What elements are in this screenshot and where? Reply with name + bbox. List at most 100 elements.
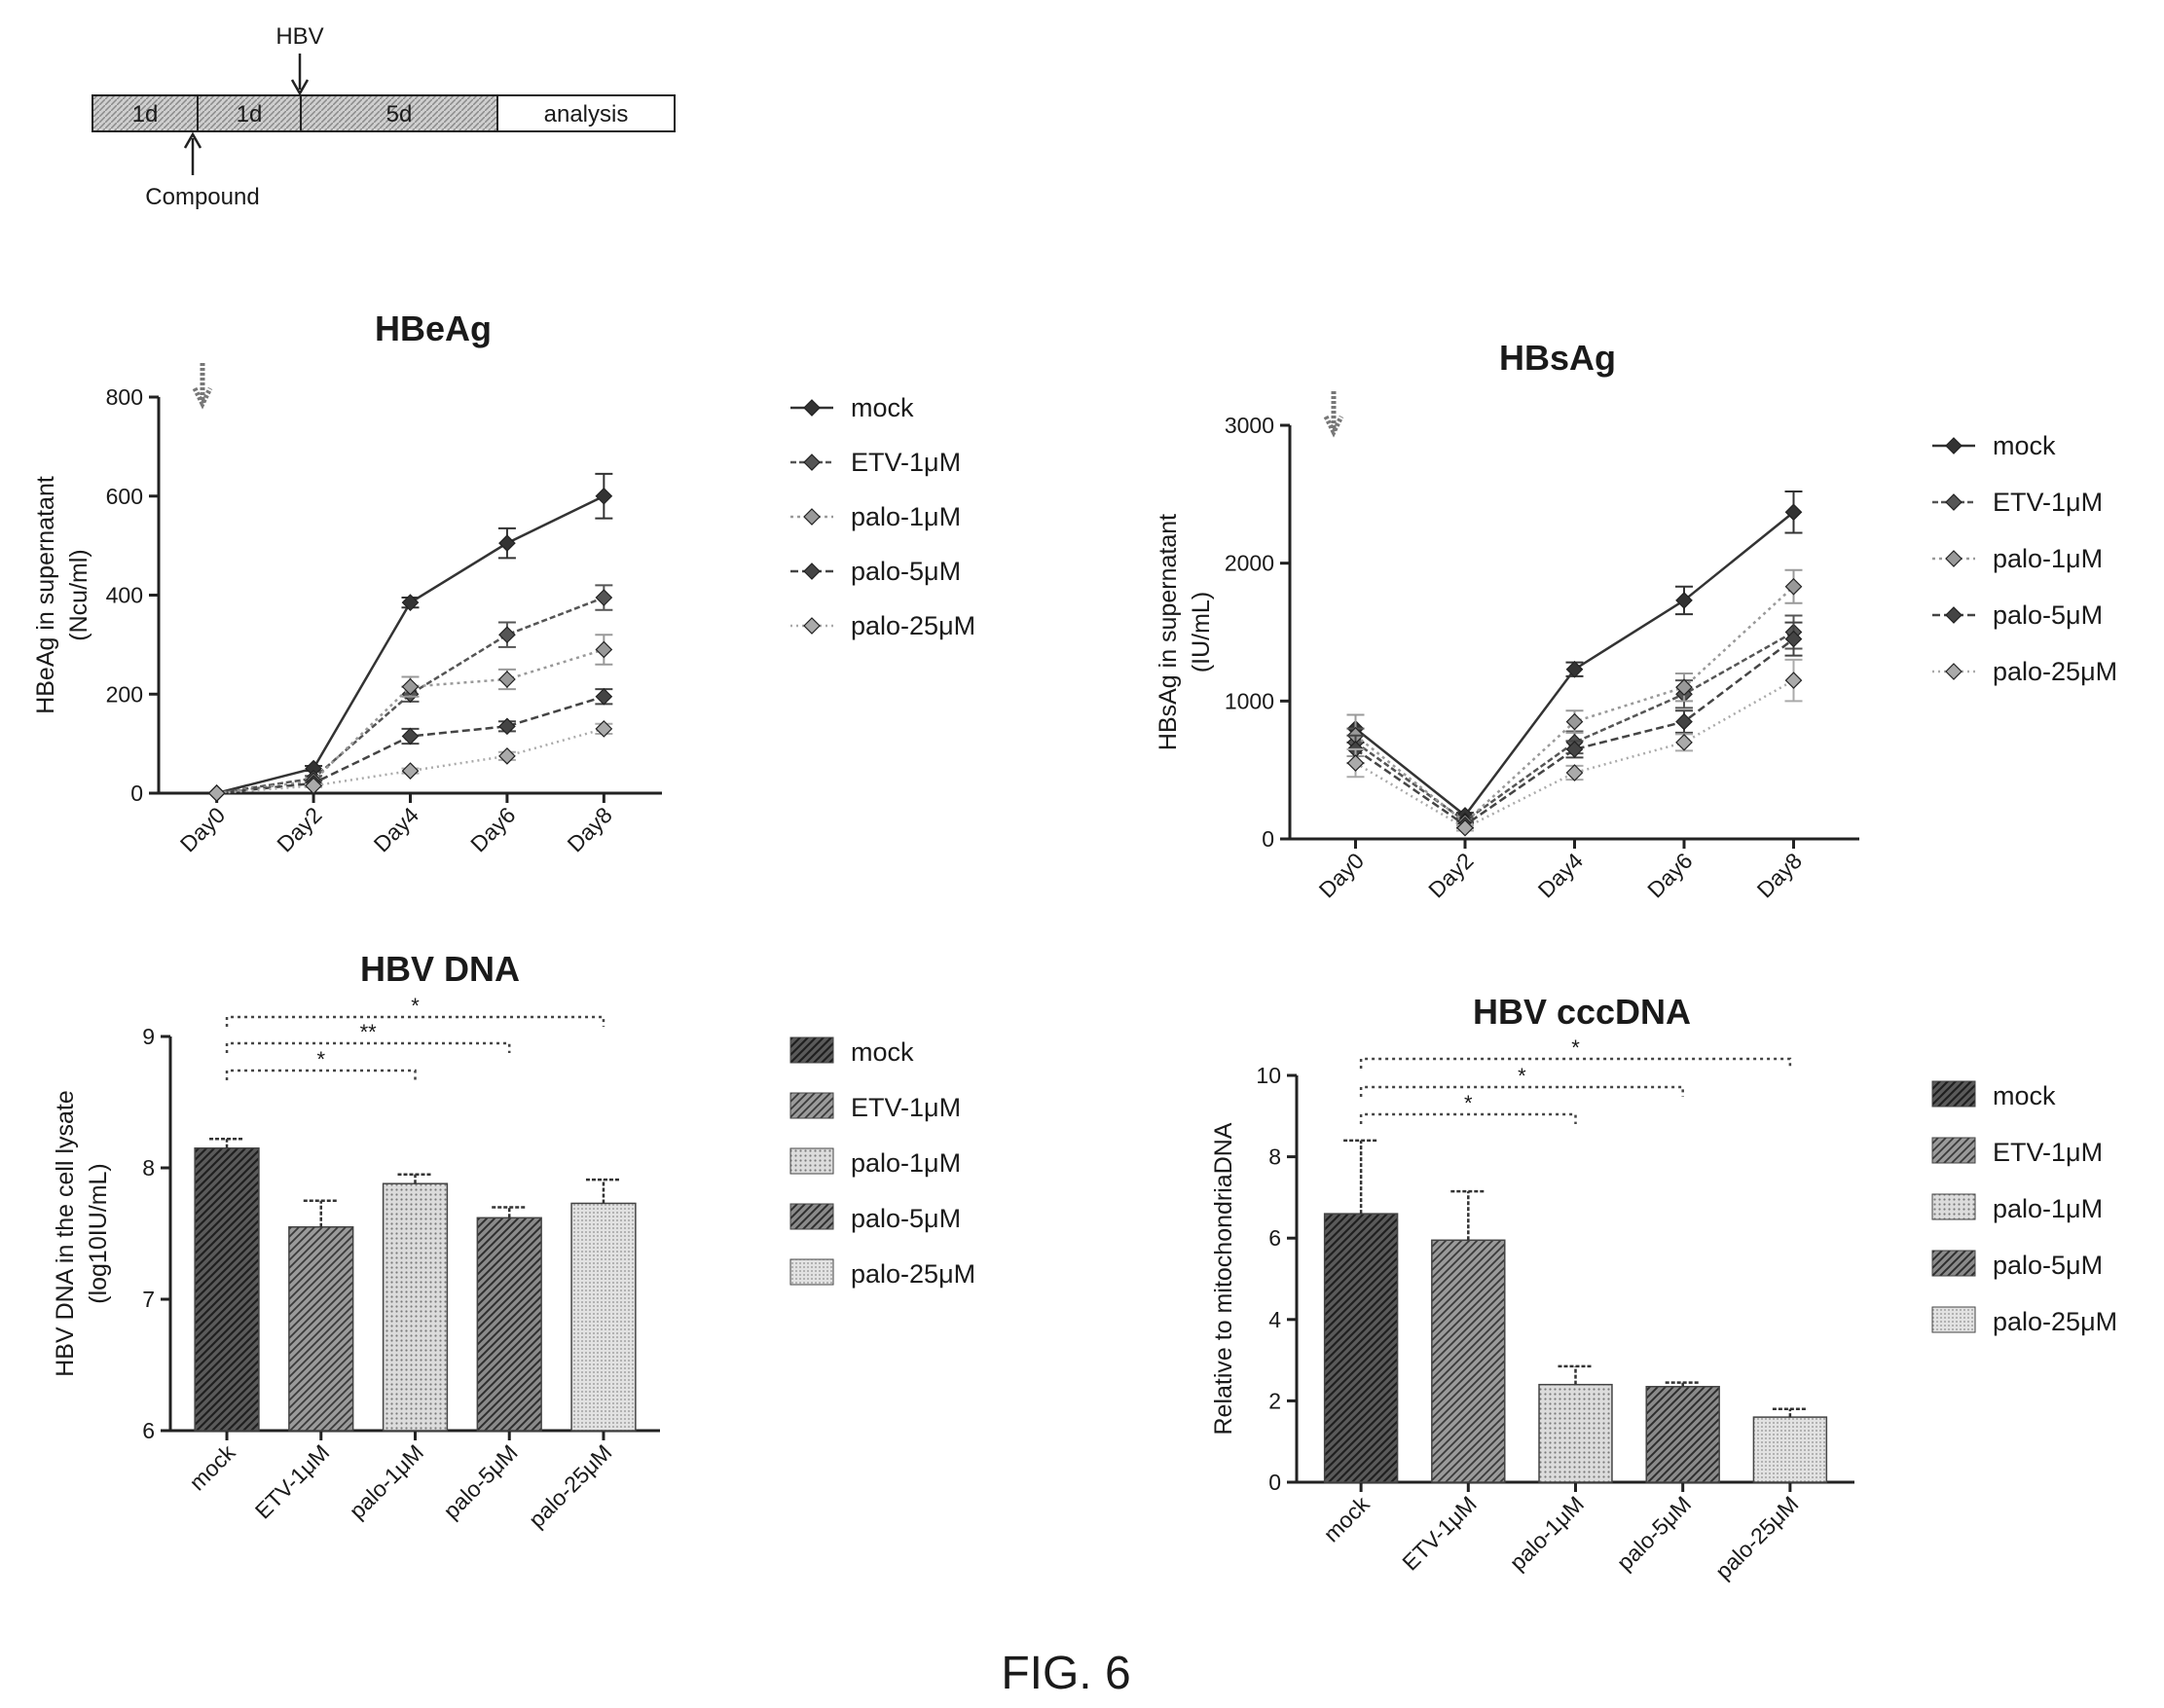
compound-arrow-icon [183, 131, 202, 175]
error-bar [1558, 1364, 1594, 1385]
legend-label: mock [851, 393, 914, 422]
data-point [595, 720, 613, 738]
x-tick-label: palo-1μM [345, 1439, 429, 1524]
y-tick-label: 2000 [1225, 551, 1274, 576]
y-tick-label: 8 [1268, 1145, 1281, 1170]
timeline-segment-label-2: 1d [237, 101, 263, 127]
legend-marker [803, 399, 821, 417]
legend-label: ETV-1μM [1993, 488, 2103, 517]
significance-bracket [1359, 1085, 1684, 1097]
data-point [1456, 818, 1474, 837]
x-tick-label: palo-5μM [438, 1439, 523, 1524]
error-bar [585, 1178, 621, 1204]
legend-label: palo-25μM [1993, 1307, 2117, 1336]
significance-label: * [411, 994, 420, 1018]
legend-swatch [789, 1036, 834, 1064]
timeline-bar-segment-4 [496, 94, 676, 132]
y-tick-label: 200 [106, 681, 143, 707]
x-tick-label: Day6 [1642, 848, 1697, 902]
y-tick-label: 4 [1268, 1307, 1281, 1332]
data-point [1675, 678, 1693, 697]
legend-swatch [1931, 1193, 1976, 1220]
chart-4: HBV cccDNA 0 2 4 6 8 10 Relative to mitochondri… [1210, 992, 2117, 1584]
series-line [1354, 631, 1795, 823]
legend-swatch [789, 1147, 834, 1175]
series-mock [207, 472, 613, 802]
y-tick-label: 600 [106, 484, 143, 509]
legend-label: mock [1993, 431, 2056, 460]
timeline-bar-segment-2 [197, 94, 302, 132]
y-axis-label: HBV DNA in the cell lysate [52, 1090, 79, 1377]
series-line [1354, 637, 1795, 827]
y-tick-label: 0 [1262, 826, 1274, 852]
y-axis-label: (Ncu/ml) [65, 549, 92, 640]
y-tick-label: 400 [106, 583, 143, 608]
x-tick-label: Day0 [1314, 848, 1369, 902]
legend-marker [1945, 606, 1962, 624]
bar [1431, 1239, 1506, 1483]
data-point [1565, 712, 1584, 731]
data-point [1784, 672, 1803, 689]
x-tick-label: mock [1318, 1491, 1375, 1547]
data-point [1784, 577, 1803, 596]
error-bar [492, 1206, 528, 1218]
x-tick-label: Day6 [465, 802, 520, 856]
series-line [1354, 585, 1795, 824]
legend-marker [803, 617, 821, 635]
chart-1: HBeAg 0 200 400 600 800 HBeAg in supernatant (N… [32, 309, 975, 857]
timeline-bar-segment-3 [300, 94, 498, 132]
data-point [498, 626, 516, 644]
series-palo-25μM [1346, 658, 1803, 837]
data-point [595, 487, 613, 505]
y-axis-label: HBsAg in supernatant [1155, 514, 1182, 750]
data-point [401, 677, 420, 696]
legend-label: ETV-1μM [851, 448, 961, 477]
legend-label: palo-25μM [851, 611, 975, 640]
y-tick-label: 8 [142, 1155, 155, 1181]
error-bar [1450, 1189, 1486, 1241]
figure-caption: FIG. 6 [1001, 1648, 1130, 1699]
x-tick-label: ETV-1μM [250, 1439, 334, 1523]
significance-label: * [316, 1047, 325, 1072]
error-bar [1772, 1407, 1808, 1418]
legend-marker [1945, 550, 1962, 567]
hbv-arrow-icon [290, 54, 310, 96]
x-tick-label: Day2 [272, 802, 326, 856]
legend-marker [803, 563, 821, 580]
legend-label: palo-25μM [851, 1259, 975, 1289]
y-tick-label: 6 [142, 1418, 155, 1443]
data-point [1565, 660, 1584, 678]
legend-label: palo-25μM [1993, 657, 2117, 686]
legend-marker [1945, 663, 1962, 680]
error-bar [303, 1199, 339, 1227]
data-point [401, 727, 420, 745]
data-point [1565, 764, 1584, 781]
bar [194, 1147, 260, 1432]
legend-swatch [1931, 1250, 1976, 1277]
y-tick-label: 3000 [1225, 413, 1274, 438]
legend-label: palo-1μM [1993, 544, 2103, 573]
significance-bracket [225, 1069, 417, 1080]
significance-label: * [1571, 1036, 1580, 1060]
bar [288, 1226, 354, 1432]
data-point [498, 746, 516, 765]
bar [476, 1217, 542, 1432]
significance-bracket [225, 1041, 511, 1053]
timeline-compound-label: Compound [145, 184, 259, 210]
x-tick-label: palo-5μM [1612, 1491, 1697, 1576]
error-bar [1665, 1381, 1701, 1387]
legend-label: palo-5μM [1993, 1251, 2103, 1280]
arrow-down-icon [192, 363, 213, 410]
bar [1323, 1213, 1399, 1483]
y-tick-label: 6 [1268, 1225, 1281, 1251]
y-axis-label: (IU/mL) [1188, 592, 1215, 672]
legend-marker [1945, 493, 1962, 511]
x-tick-label: Day2 [1423, 848, 1478, 902]
error-bar [1343, 1139, 1379, 1215]
legend-marker [803, 508, 821, 526]
y-tick-label: 10 [1256, 1063, 1281, 1088]
data-point [1784, 630, 1803, 648]
y-tick-label: 800 [106, 384, 143, 410]
x-tick-label: Day8 [1752, 848, 1807, 902]
